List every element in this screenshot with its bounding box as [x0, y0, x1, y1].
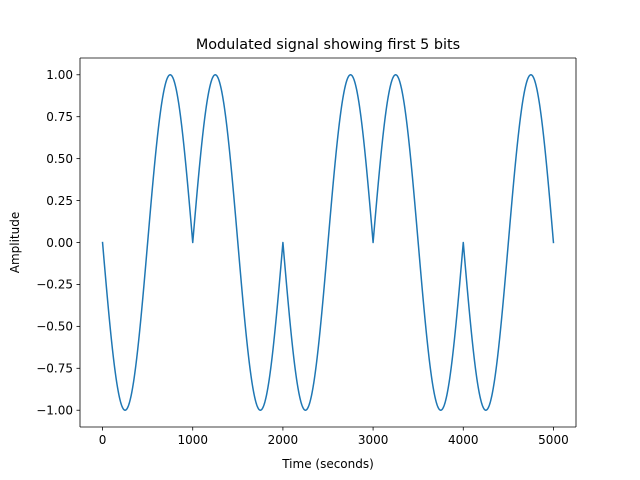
y-tick-label: −0.75 [36, 362, 73, 376]
y-tick-label: 1.00 [46, 68, 73, 82]
x-axis-ticks: 0 1000 2000 3000 4000 5000 [99, 427, 569, 447]
x-tick-label: 1000 [177, 433, 208, 447]
series-layer [101, 74, 555, 411]
x-tick-label: 4000 [448, 433, 479, 447]
chart-title: Modulated signal showing first 5 bits [196, 37, 460, 53]
y-tick-label: 0.50 [46, 152, 73, 166]
x-tick-label: 3000 [358, 433, 389, 447]
y-tick-label: −1.00 [36, 404, 73, 418]
y-tick-label: 0.00 [46, 236, 73, 250]
x-tick-label: 0 [99, 433, 107, 447]
y-axis-label: Amplitude [8, 212, 22, 274]
y-tick-label: 0.75 [46, 110, 73, 124]
x-tick-label: 2000 [268, 433, 299, 447]
signal-series-line [101, 74, 555, 411]
x-axis-label: Time (seconds) [281, 457, 374, 471]
y-axis-ticks: −1.00 −0.75 −0.50 −0.25 0.00 0.25 0.50 0.75 1.00 [36, 68, 80, 418]
y-tick-label: −0.50 [36, 320, 73, 334]
x-tick-label: 5000 [538, 433, 569, 447]
y-tick-label: −0.25 [36, 278, 73, 292]
y-tick-label: 0.25 [46, 194, 73, 208]
